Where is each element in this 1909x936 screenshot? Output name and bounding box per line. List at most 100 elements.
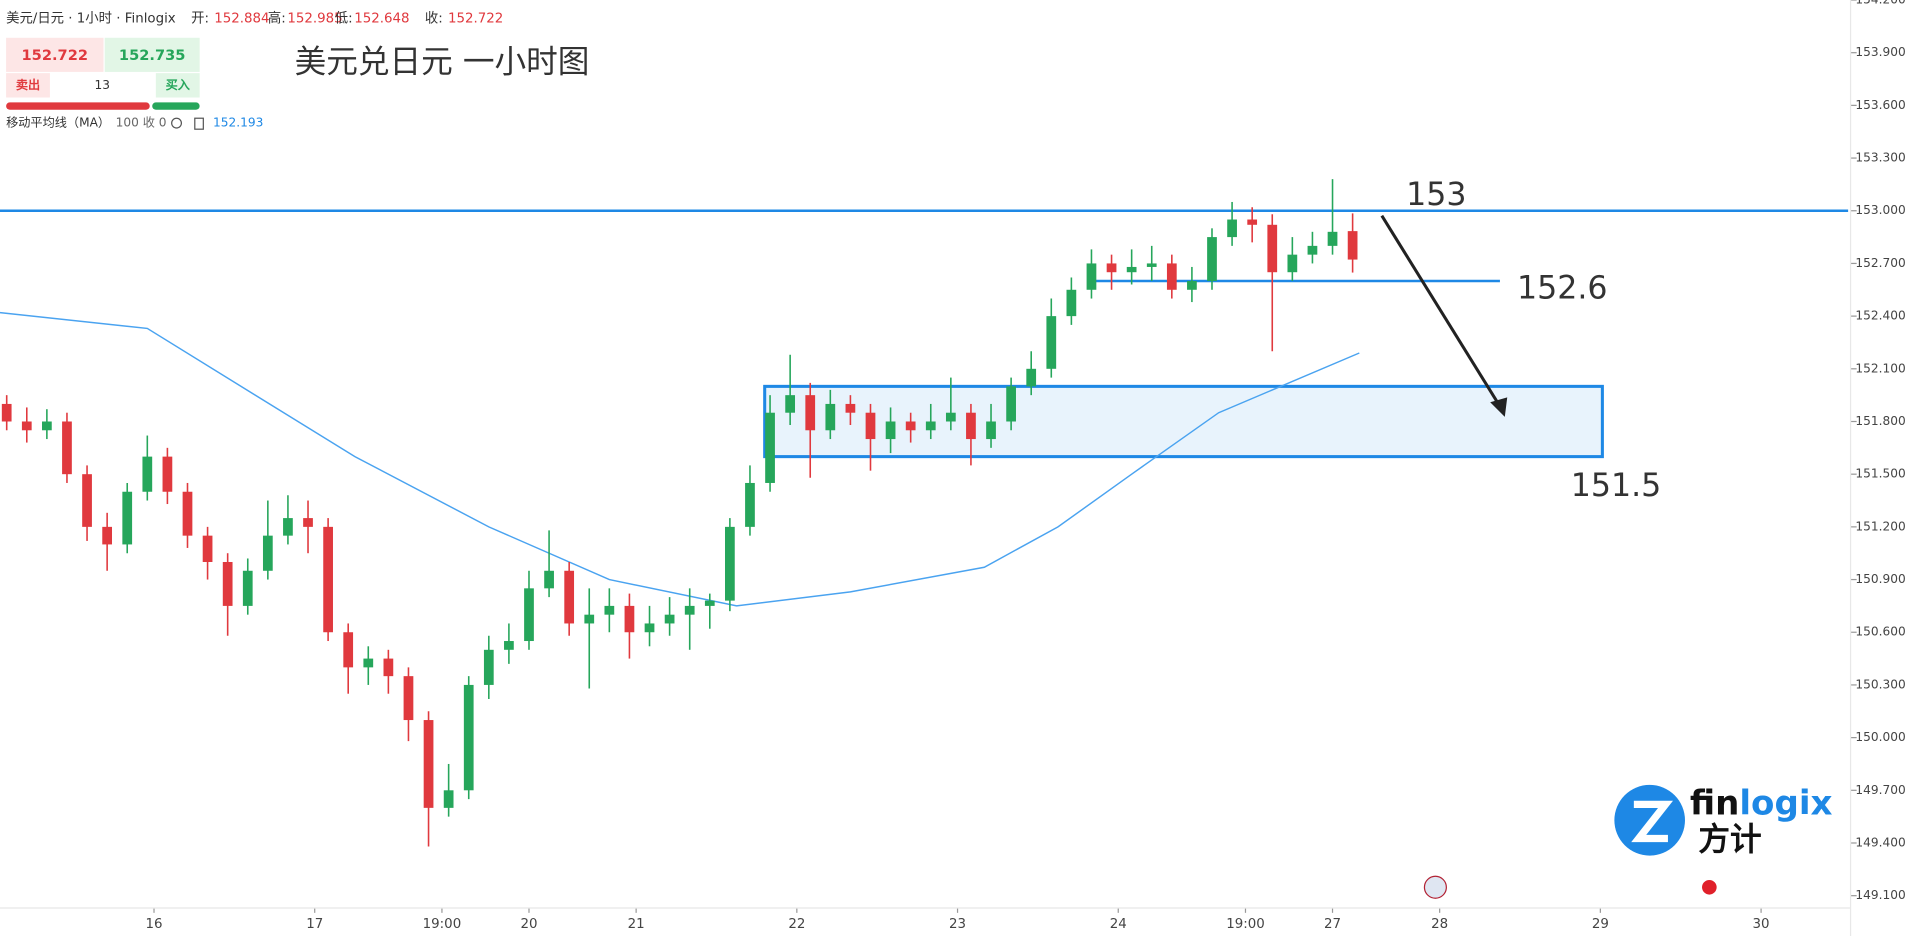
candle-body <box>21 421 32 431</box>
logo-suffix: logix <box>1739 783 1832 823</box>
candle-body <box>443 790 454 808</box>
settings-icon[interactable] <box>171 117 183 129</box>
candle-body <box>1207 237 1217 281</box>
candle-body <box>986 421 996 440</box>
chart-title: 美元兑日元 一小时图 <box>295 44 590 80</box>
buy-button[interactable] <box>155 73 200 98</box>
x-tick-label: 19:00 <box>423 917 462 932</box>
buy-box[interactable] <box>104 37 200 72</box>
ma-line <box>0 311 1360 607</box>
candle-body <box>664 614 675 624</box>
candle-body <box>504 641 514 650</box>
x-tick-label: 30 <box>1753 917 1770 932</box>
buy-volume-bar <box>152 102 200 110</box>
arrow <box>1380 214 1503 410</box>
low-value: 152.648 <box>354 11 409 26</box>
candle-body <box>805 395 816 431</box>
indicator-label: 移动平均线（MA） <box>6 116 110 130</box>
y-tick-label: 150.600 <box>1855 625 1905 639</box>
x-tick-label: 23 <box>949 917 966 932</box>
candle-body <box>905 421 916 431</box>
arrow-head <box>1490 397 1508 417</box>
y-tick-label: 152.700 <box>1855 256 1905 270</box>
candle-body <box>62 421 72 475</box>
low-label: 低: <box>335 10 353 26</box>
x-tick-label: 24 <box>1110 917 1127 932</box>
x-tick-label: 28 <box>1431 917 1448 932</box>
candle-body <box>463 684 474 791</box>
candle-body <box>524 588 534 642</box>
logo-prefix: fin <box>1690 783 1740 823</box>
candle-body <box>82 474 92 527</box>
y-tick-label: 153.000 <box>1855 203 1905 217</box>
logo-cn: 方计 <box>1698 821 1761 858</box>
y-tick-label: 149.700 <box>1855 783 1905 797</box>
candle-body <box>745 482 755 527</box>
candle-body <box>1166 263 1177 290</box>
sell-price: 152.722 <box>22 47 89 64</box>
candle-body <box>323 526 333 633</box>
y-tick-label: 153.600 <box>1855 98 1905 112</box>
high-label: 高: <box>268 9 286 26</box>
level-label: 152.6 <box>1517 271 1608 307</box>
indicator-params: 100 收 0 <box>116 116 167 130</box>
candle-body <box>945 412 956 422</box>
level-label: 153 <box>1406 177 1466 213</box>
candle-body <box>102 526 113 545</box>
candle-body <box>182 491 193 536</box>
buy-price: 152.735 <box>119 47 186 64</box>
y-tick-label: 152.400 <box>1855 309 1905 323</box>
y-tick-label: 151.200 <box>1855 519 1905 533</box>
indicator-value: 152.193 <box>213 116 263 130</box>
candle-body <box>1066 289 1077 317</box>
y-tick-label: 151.500 <box>1855 467 1905 481</box>
open-label: 开: <box>191 11 209 26</box>
sell-button[interactable] <box>6 73 50 98</box>
candle-body <box>162 456 173 492</box>
y-tick-label: 151.800 <box>1855 414 1905 428</box>
candle-body <box>966 412 976 440</box>
candle-body <box>1227 219 1237 238</box>
candle-body <box>1267 224 1278 273</box>
candle-body <box>885 421 896 440</box>
delete-icon[interactable] <box>194 117 204 130</box>
candle-body <box>483 649 494 685</box>
y-tick-label: 150.000 <box>1855 730 1905 744</box>
candle-body <box>704 600 715 606</box>
buy-label: 买入 <box>166 78 191 92</box>
candle-body <box>1026 368 1037 387</box>
x-tick-label: 17 <box>306 917 323 932</box>
spread: 13 <box>95 78 110 92</box>
candle-body <box>303 518 313 527</box>
candle-body <box>644 623 655 633</box>
x-tick-label: 22 <box>788 917 805 932</box>
candle-body <box>1086 263 1097 290</box>
us-flag <box>1423 875 1447 899</box>
y-tick-label: 152.100 <box>1855 361 1905 375</box>
candle-body <box>1106 263 1117 273</box>
candle-body <box>262 535 273 571</box>
candle-body <box>925 421 936 431</box>
zone <box>763 384 1604 459</box>
candle-body <box>343 632 354 668</box>
x-tick-label: 21 <box>628 917 645 932</box>
candle-body <box>1187 280 1197 290</box>
candle-body <box>604 605 615 615</box>
candle-body <box>564 570 575 624</box>
candle-body <box>242 570 253 606</box>
candle-body <box>122 491 133 545</box>
y-tick-label: 150.900 <box>1855 572 1905 586</box>
candle-body <box>1126 266 1137 273</box>
candle-body <box>1 403 12 422</box>
x-tick-label: 29 <box>1592 917 1609 932</box>
candle-body <box>363 658 374 668</box>
candle-body <box>785 395 796 413</box>
sell-box[interactable] <box>6 37 104 72</box>
candle-body <box>865 412 876 440</box>
close-value: 152.722 <box>448 11 503 26</box>
candle-body <box>624 605 635 633</box>
candle-body <box>142 456 153 492</box>
candle-body <box>42 421 52 431</box>
